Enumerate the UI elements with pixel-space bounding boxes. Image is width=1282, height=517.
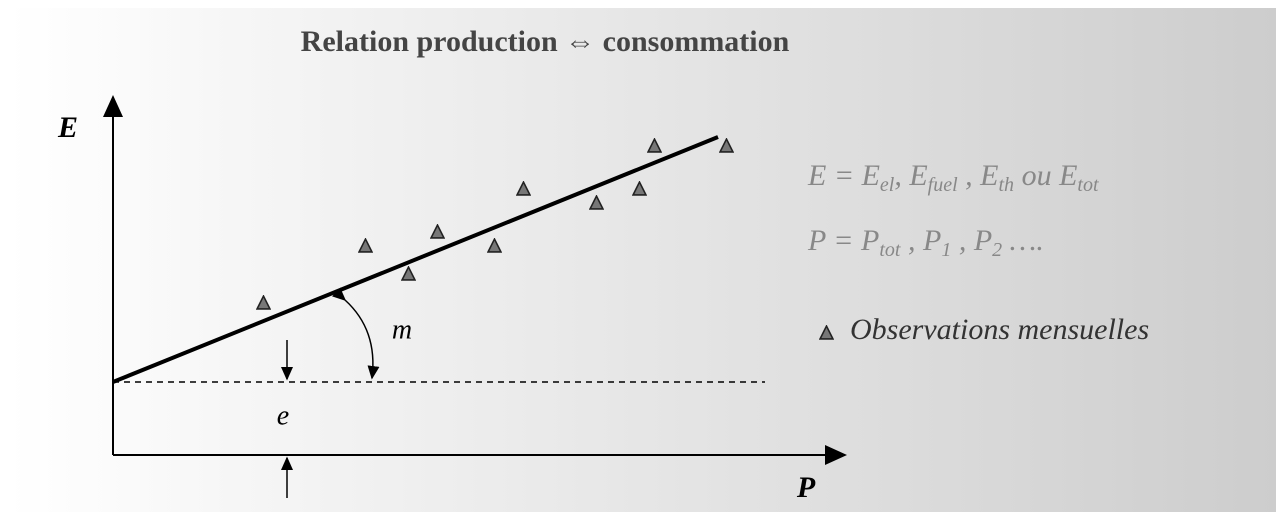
title: Relation production ⇔ consommation xyxy=(301,25,790,58)
subscript: tot xyxy=(1077,174,1099,196)
legend-label: Observations mensuelles xyxy=(850,313,1149,346)
intercept-label: e xyxy=(277,400,289,431)
subscript: th xyxy=(999,174,1015,196)
y-axis-label: E xyxy=(57,111,78,144)
subscript: 2 xyxy=(992,239,1002,261)
subscript: el xyxy=(880,174,895,196)
x-axis-label: P xyxy=(796,471,816,504)
subscript: 1 xyxy=(941,239,951,261)
equation-text: , E xyxy=(894,159,927,192)
slope-label: m xyxy=(392,314,412,345)
equation: P = Ptot , P1 , P2 …. xyxy=(807,224,1044,261)
equation-text: ou E xyxy=(1014,159,1077,192)
equation-text: , E xyxy=(958,159,999,192)
equation-text: , P xyxy=(951,224,992,257)
subscript: tot xyxy=(879,239,901,261)
background xyxy=(8,8,1276,512)
equation-text: P = P xyxy=(807,224,879,257)
equation: E = Eel, Efuel , Eth ou Etot xyxy=(807,159,1099,196)
slope-arc xyxy=(332,287,380,380)
equation-text: …. xyxy=(1002,224,1044,257)
equation-text: , P xyxy=(900,224,941,257)
subscript: fuel xyxy=(928,174,958,196)
regression-line xyxy=(112,135,719,384)
equation-text: E = E xyxy=(807,159,880,192)
